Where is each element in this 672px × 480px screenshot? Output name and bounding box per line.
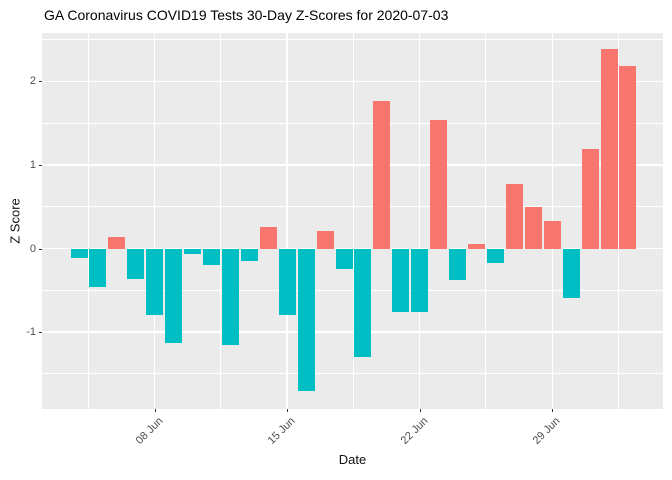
gridline-major-horizontal bbox=[42, 80, 663, 83]
y-tick-label: 2 bbox=[29, 75, 36, 88]
bar-positive bbox=[581, 149, 599, 249]
bar-positive bbox=[316, 231, 334, 249]
bar-negative bbox=[70, 248, 88, 258]
gridline-minor-vertical bbox=[485, 33, 487, 409]
bar-positive bbox=[524, 206, 542, 249]
gridline-minor-horizontal bbox=[42, 122, 663, 124]
gridline-minor-vertical bbox=[352, 33, 354, 409]
bar-positive bbox=[108, 236, 126, 249]
bar-negative bbox=[240, 248, 258, 262]
bar-negative bbox=[165, 248, 183, 343]
bar-positive bbox=[468, 243, 486, 249]
bar-negative bbox=[221, 248, 239, 345]
bar-negative bbox=[562, 248, 580, 298]
gridline-major-horizontal bbox=[42, 331, 663, 333]
x-tick-label: 08 Jun bbox=[133, 415, 166, 447]
gridline-major-vertical bbox=[153, 33, 156, 409]
gridline-minor-vertical bbox=[618, 33, 619, 409]
y-tick-label: -1 bbox=[26, 326, 36, 339]
x-tick-mark bbox=[552, 409, 554, 412]
chart-title: GA Coronavirus COVID19 Tests 30-Day Z-Sc… bbox=[44, 7, 449, 23]
bar-negative bbox=[89, 248, 107, 287]
gridline-minor-vertical bbox=[87, 33, 89, 409]
bar-negative bbox=[392, 248, 410, 313]
gridline-major-vertical bbox=[418, 33, 421, 409]
bar-positive bbox=[600, 48, 618, 249]
x-tick-label: 15 Jun bbox=[265, 415, 298, 447]
bar-positive bbox=[259, 226, 277, 249]
y-tick-label: 1 bbox=[29, 159, 36, 172]
y-tick-label: 0 bbox=[29, 242, 36, 255]
bar-positive bbox=[543, 221, 561, 249]
bar-negative bbox=[486, 248, 504, 263]
y-tick-mark bbox=[39, 81, 42, 83]
plot-panel bbox=[42, 33, 663, 409]
bar-negative bbox=[335, 248, 353, 270]
y-tick-mark bbox=[39, 332, 42, 334]
bar-negative bbox=[449, 248, 467, 281]
bar-negative bbox=[297, 248, 315, 391]
bar-negative bbox=[203, 248, 220, 266]
gridline-major-horizontal bbox=[42, 164, 663, 166]
gridline-major-vertical bbox=[286, 33, 288, 409]
gridline-minor-horizontal bbox=[42, 39, 663, 41]
bar-negative bbox=[184, 248, 202, 254]
x-tick-label: 22 Jun bbox=[398, 415, 431, 447]
gridline-minor-horizontal bbox=[42, 373, 663, 375]
x-tick-mark bbox=[154, 409, 156, 412]
bar-negative bbox=[146, 248, 164, 315]
bar-negative bbox=[354, 248, 372, 358]
x-tick-label: 29 Jun bbox=[530, 415, 563, 447]
bar-positive bbox=[505, 184, 523, 249]
bar-negative bbox=[411, 248, 429, 313]
y-axis-title: Z Score bbox=[7, 198, 23, 244]
bar-positive bbox=[373, 100, 391, 249]
gridline-minor-horizontal bbox=[42, 289, 663, 291]
gridline-minor-vertical bbox=[220, 33, 222, 409]
y-tick-mark bbox=[39, 248, 42, 250]
bar-negative bbox=[127, 248, 145, 280]
bar-positive bbox=[619, 66, 637, 249]
bar-positive bbox=[430, 119, 448, 249]
y-tick-mark bbox=[39, 165, 42, 167]
bar-negative bbox=[278, 248, 296, 315]
x-tick-mark bbox=[419, 409, 421, 412]
gridline-minor-horizontal bbox=[42, 206, 663, 208]
x-axis-title: Date bbox=[338, 452, 367, 467]
x-tick-mark bbox=[287, 409, 289, 412]
